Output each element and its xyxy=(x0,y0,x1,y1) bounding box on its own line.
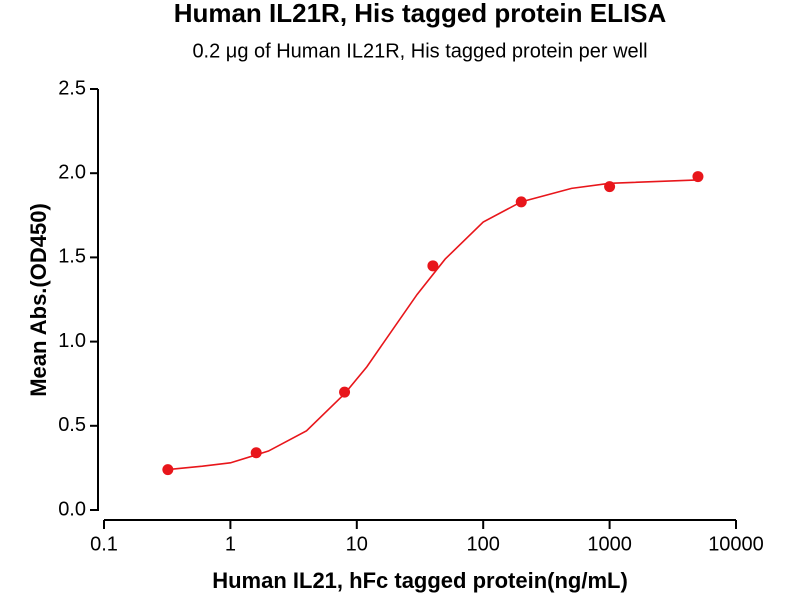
x-axis-label: Human IL21, hFc tagged protein(ng/mL) xyxy=(212,568,628,593)
y-tick-label: 0.5 xyxy=(58,414,86,436)
data-point xyxy=(515,196,527,208)
y-tick-label: 0.0 xyxy=(58,498,86,520)
data-point xyxy=(692,171,704,183)
x-tick-label: 1 xyxy=(225,533,236,555)
y-tick-label: 2.5 xyxy=(58,77,86,99)
data-point xyxy=(427,260,439,272)
fit-curve xyxy=(167,179,698,471)
chart-subtitle: 0.2 μg of Human IL21R, His tagged protei… xyxy=(192,40,647,62)
x-tick-label: 10000 xyxy=(708,533,764,555)
data-point xyxy=(162,464,174,476)
y-tick-label: 2.0 xyxy=(58,161,86,183)
x-tick-label: 10 xyxy=(346,533,368,555)
x-tick-label: 0.1 xyxy=(90,533,118,555)
data-point xyxy=(339,386,351,398)
data-point xyxy=(250,447,262,459)
y-axis-label: Mean Abs.(OD450) xyxy=(26,203,51,397)
x-tick-label: 1000 xyxy=(587,533,632,555)
y-tick-label: 1.5 xyxy=(58,246,86,268)
y-tick-label: 1.0 xyxy=(58,330,86,352)
x-tick-label: 100 xyxy=(467,533,500,555)
data-point xyxy=(604,181,616,193)
chart-title: Human IL21R, His tagged protein ELISA xyxy=(174,0,667,28)
